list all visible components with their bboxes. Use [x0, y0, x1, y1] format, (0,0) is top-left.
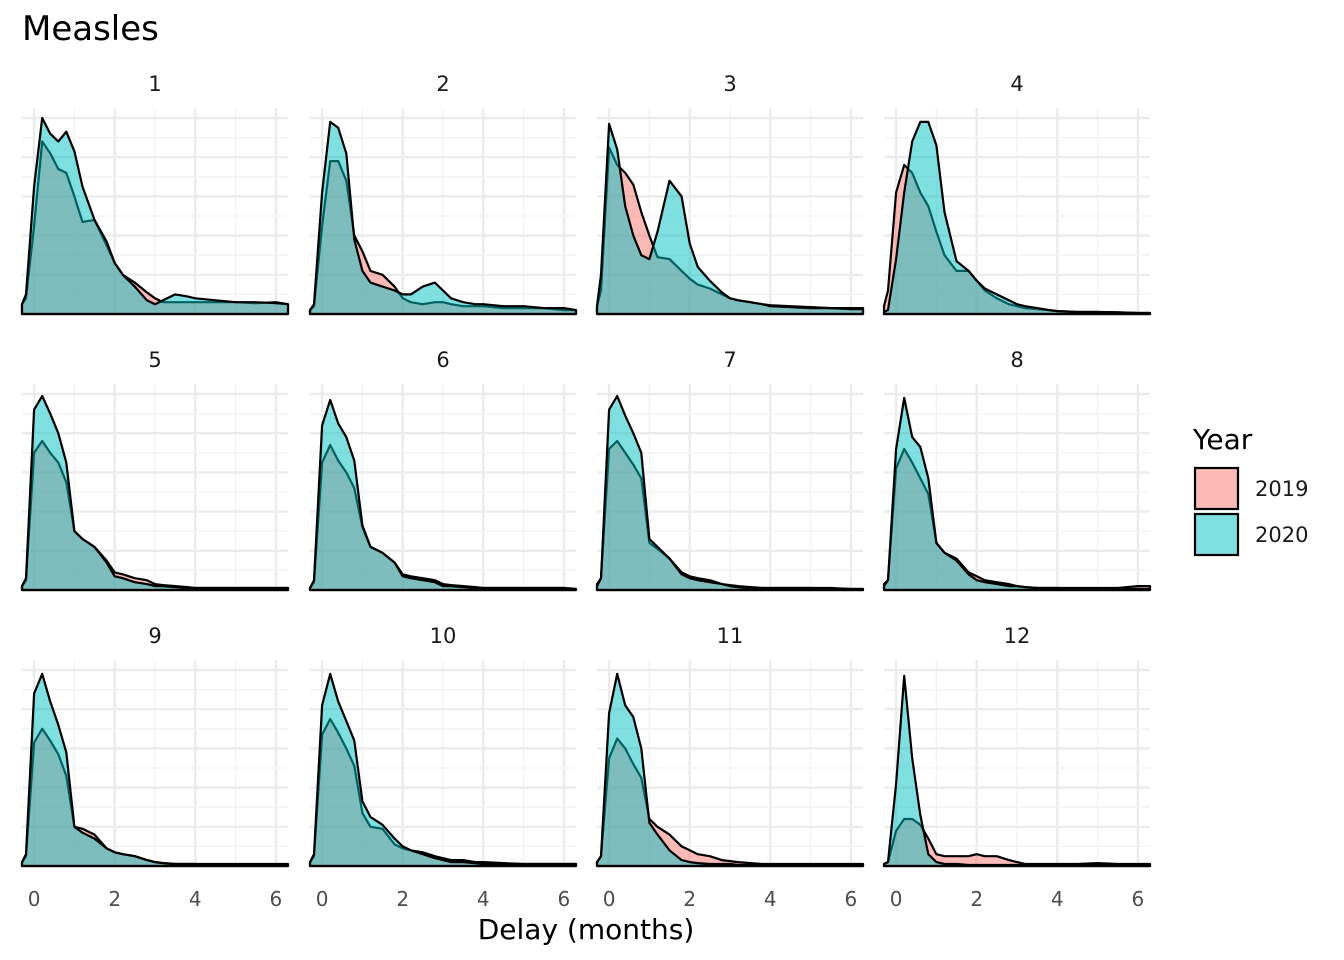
- panel-grid: [884, 660, 1150, 868]
- x-tick-label: 4: [189, 887, 202, 911]
- density-2020: [882, 674, 1152, 868]
- legend: Year 2019 2020: [1192, 423, 1308, 557]
- chart-title: Measles: [22, 9, 159, 49]
- facet-panel-5: 5: [20, 348, 290, 592]
- x-axis-title: Delay (months): [478, 913, 695, 946]
- facet-panel-2: 2: [308, 72, 578, 316]
- facet-label: 9: [148, 624, 161, 648]
- facet-panel-8: 8: [882, 348, 1152, 592]
- density-2020: [20, 394, 290, 592]
- density-2020: [882, 120, 1152, 316]
- x-tick-label: 0: [316, 887, 329, 911]
- x-tick-label: 4: [764, 887, 777, 911]
- facet-panel-7: 7: [595, 348, 865, 592]
- legend-key-2020: [1193, 512, 1240, 557]
- x-tick-label: 6: [270, 887, 283, 911]
- legend-key-2019: [1193, 466, 1240, 511]
- facet-panel-6: 6: [308, 348, 578, 592]
- facet-label: 2: [436, 72, 449, 96]
- x-tick-label: 2: [108, 887, 121, 911]
- density-2020: [595, 122, 865, 316]
- density-2020: [308, 672, 578, 868]
- facet-label: 5: [148, 348, 161, 372]
- facet-panel-10: 10 0 2 4 6: [308, 624, 578, 911]
- density-2020: [308, 398, 578, 592]
- density-2020: [20, 672, 290, 868]
- x-tick-label: 2: [396, 887, 409, 911]
- facet-panel-3: 3: [595, 72, 865, 316]
- x-tick-label: 4: [1051, 887, 1064, 911]
- facet-panel-1: 1: [20, 72, 290, 316]
- facet-label: 10: [430, 624, 457, 648]
- x-tick-label: 0: [28, 887, 41, 911]
- x-tick-label: 6: [558, 887, 571, 911]
- facet-label: 6: [436, 348, 449, 372]
- facet-panel-9: 9 0 2 4 6: [20, 624, 290, 911]
- density-2020: [595, 672, 865, 868]
- x-tick-label: 0: [890, 887, 903, 911]
- legend-label-2020: 2020: [1255, 523, 1308, 547]
- facet-label: 4: [1010, 72, 1023, 96]
- x-tick-label: 6: [1132, 887, 1145, 911]
- facet-label: 1: [148, 72, 161, 96]
- x-tick-label: 2: [970, 887, 983, 911]
- facet-panel-12: 12 0 2 4 6: [882, 624, 1152, 911]
- x-tick-label: 6: [845, 887, 858, 911]
- facet-label: 12: [1004, 624, 1031, 648]
- density-2020: [308, 120, 578, 316]
- density-2020: [882, 396, 1152, 592]
- facet-panel-11: 11 0 2 4 6: [595, 624, 865, 911]
- density-2020: [595, 394, 865, 592]
- legend-label-2019: 2019: [1255, 477, 1308, 501]
- facet-label: 3: [723, 72, 736, 96]
- facet-panel-4: 4: [882, 72, 1152, 316]
- facet-label: 7: [723, 348, 736, 372]
- facet-label: 11: [717, 624, 744, 648]
- x-tick-label: 0: [603, 887, 616, 911]
- x-tick-label: 2: [683, 887, 696, 911]
- legend-title: Year: [1192, 423, 1253, 456]
- x-tick-label: 4: [477, 887, 490, 911]
- density-2020: [20, 116, 290, 316]
- facet-label: 8: [1010, 348, 1023, 372]
